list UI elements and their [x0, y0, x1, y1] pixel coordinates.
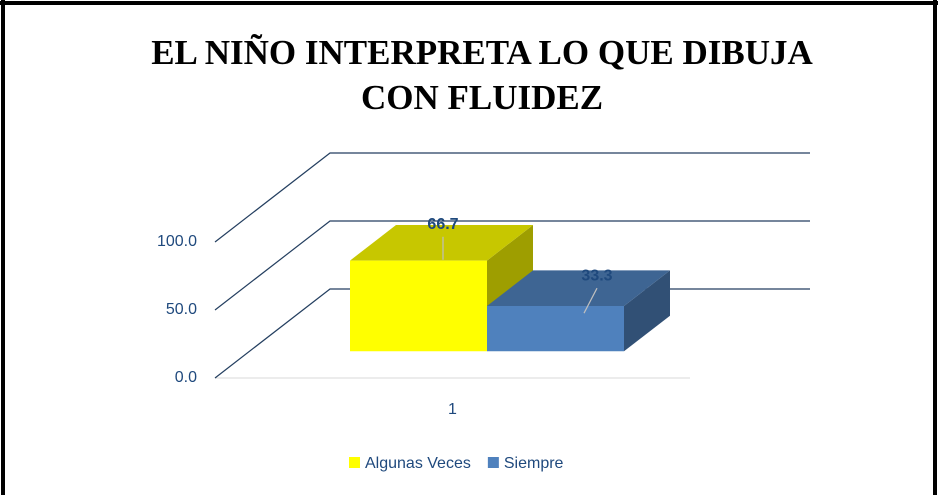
y-tick-label: 50.0 [166, 301, 197, 318]
bar-side [624, 270, 670, 352]
y-tick-label: 100.0 [157, 233, 197, 250]
x-tick-label: 1 [448, 401, 457, 418]
grid-line [214, 220, 810, 311]
chart-title: EL NIÑO INTERPRETA LO QUE DIBUJA CON FLU… [151, 33, 813, 117]
data-label: 33.3 [581, 267, 612, 284]
legend-swatch [349, 457, 360, 468]
bar-front [487, 306, 624, 352]
leader-line [583, 287, 598, 314]
y-tick-label: 0.0 [175, 369, 197, 386]
legend-label: Siempre [504, 455, 564, 472]
bar-top [350, 224, 533, 261]
bar-top [487, 270, 670, 307]
grid-line [214, 152, 810, 243]
bar-front [350, 260, 487, 352]
bar [487, 270, 670, 352]
data-label: 66.7 [427, 216, 458, 233]
legend-label: Algunas Veces [365, 455, 471, 472]
legend-swatch [487, 457, 499, 468]
